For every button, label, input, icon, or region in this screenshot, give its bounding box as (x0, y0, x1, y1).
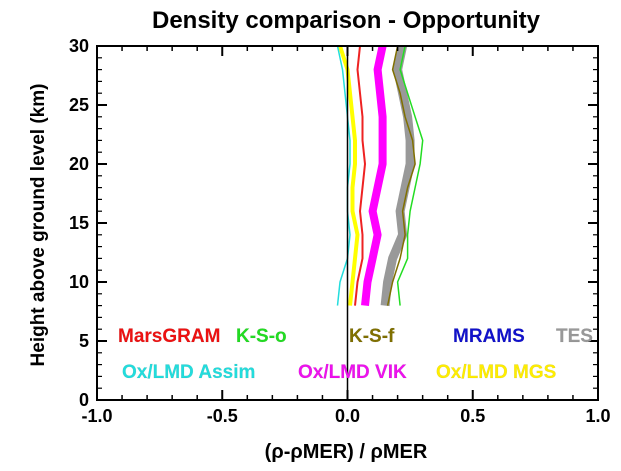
chart-title: Density comparison - Opportunity (152, 7, 541, 34)
y-tick-label: 10 (69, 272, 89, 292)
y-tick-label: 0 (79, 390, 89, 410)
plot-area: -1.0 -0.5 0.0 0.5 1.0 0 5 10 15 20 25 30 MarsGRAM K-S… (69, 36, 611, 426)
x-axis-label: (ρ-ρMER) / ρMER (265, 441, 428, 463)
y-tick-label: 15 (69, 213, 89, 233)
legend-entry-ox-lmd-vik: Ox/LMD VIK (298, 362, 407, 383)
series-lines (336, 46, 424, 307)
series-line-ox-lmd-mgs (338, 46, 360, 306)
legend-entry-ox-lmd-mgs: Ox/LMD MGS (436, 362, 556, 383)
y-tick-label: 25 (69, 95, 89, 115)
x-tick-label: -0.5 (207, 406, 238, 426)
series-line-ox-lmd-vik (361, 46, 387, 307)
y-tick-label: 20 (69, 154, 89, 174)
y-tick-label: 30 (69, 36, 89, 56)
legend-entry-k-s-o: K-S-o (236, 326, 287, 347)
legend-entry-mrams: MRAMS (453, 326, 525, 347)
series-line-k-s-o (396, 46, 424, 306)
series-line-marsgram (354, 46, 366, 306)
legend-entry-k-s-f: K-S-f (349, 326, 395, 347)
legend-entry-ox-lmd-assim: Ox/LMD Assim (122, 362, 255, 383)
x-tick-label: -1.0 (81, 406, 112, 426)
y-tick-label: 5 (79, 331, 89, 351)
x-tick-label: 0.0 (335, 406, 360, 426)
legend-entry-marsgram: MarsGRAM (118, 326, 220, 347)
series-line-tes (380, 46, 415, 307)
y-axis-label: Height above ground level (km) (28, 84, 49, 367)
series-line-k-s-f (386, 46, 416, 306)
legend-entry-tes: TES (556, 326, 593, 347)
series-line-ox-lmd-assim (336, 46, 351, 306)
x-tick-label: 1.0 (585, 406, 610, 426)
x-tick-label: 0.5 (460, 406, 485, 426)
